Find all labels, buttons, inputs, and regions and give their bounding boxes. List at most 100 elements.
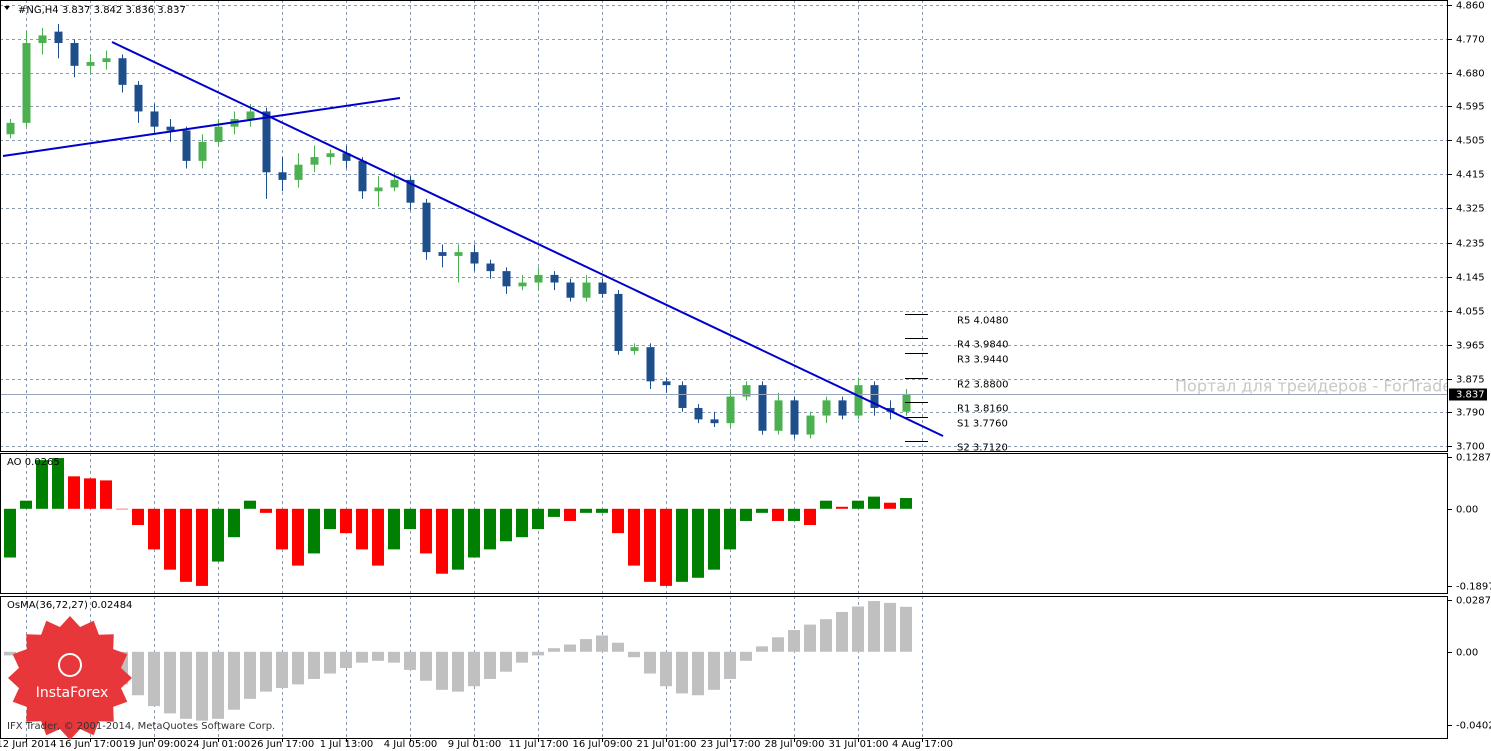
histogram-bar: [20, 500, 32, 509]
histogram-bar: [660, 651, 672, 687]
candle-body: [582, 282, 591, 298]
histogram-bar: [532, 651, 544, 656]
y-tick-label: -0.1897: [1456, 582, 1491, 593]
y-tick-label: 4.770: [1456, 35, 1485, 46]
candle-body: [678, 385, 687, 408]
histogram-bar: [196, 508, 208, 586]
histogram-bar: [644, 508, 656, 582]
histogram-bar: [868, 496, 880, 509]
x-tick-label: 23 Jul 17:00: [701, 739, 761, 750]
histogram-bar: [196, 651, 208, 721]
watermark: Портал для трейдеров - ForTrade.ru: [1175, 377, 1474, 396]
histogram-bar: [628, 508, 640, 566]
candle-body: [646, 347, 655, 382]
y-tick-label: 4.505: [1456, 136, 1485, 147]
histogram-bar: [148, 508, 160, 550]
histogram-bar: [724, 508, 736, 550]
histogram-bar: [884, 502, 896, 509]
histogram-bar: [740, 508, 752, 521]
histogram-bar: [468, 651, 480, 687]
y-tick-label: 4.055: [1456, 307, 1485, 318]
histogram-bar: [340, 651, 352, 669]
candle-body: [774, 400, 783, 431]
candle-body: [854, 385, 863, 416]
candle-body: [70, 43, 79, 66]
candle-body: [486, 263, 495, 272]
candle-body: [246, 111, 255, 120]
histogram-bar: [244, 500, 256, 509]
y-tick-label: -0.04021: [1456, 721, 1491, 732]
histogram-bar: [164, 651, 176, 714]
histogram-bar: [708, 651, 720, 690]
x-tick-label: 21 Jul 01:00: [637, 739, 697, 750]
histogram-bar: [708, 508, 720, 570]
histogram-bar: [308, 508, 320, 554]
x-tick-label: 24 Jun 01:00: [187, 739, 251, 750]
histogram-bar: [820, 619, 832, 652]
logo-text: InstaForex: [36, 685, 109, 701]
candle-body: [454, 252, 463, 256]
histogram-bar: [692, 651, 704, 696]
histogram-bar: [404, 508, 416, 530]
histogram-bar: [628, 651, 640, 658]
candle-body: [150, 111, 159, 127]
candle-body: [406, 179, 415, 203]
x-tick-label: 16 Jun 17:00: [59, 739, 123, 750]
histogram-bar: [868, 601, 880, 652]
pivot-label: S1 3.7760: [957, 419, 1008, 430]
histogram-bar: [692, 508, 704, 578]
histogram-bar: [180, 508, 192, 582]
histogram-bar: [820, 500, 832, 509]
osma-frame: [0, 596, 1448, 739]
candle-body: [470, 252, 479, 264]
pivot-label: R2 3.8800: [957, 380, 1008, 391]
candle-body: [742, 385, 751, 397]
histogram-bar: [836, 611, 848, 652]
histogram-bar: [372, 651, 384, 661]
candle-body: [518, 282, 527, 287]
histogram-bar: [372, 508, 384, 566]
histogram-bar: [180, 651, 192, 719]
candle-body: [22, 43, 31, 123]
histogram-bar: [292, 651, 304, 685]
histogram-bar: [676, 508, 688, 582]
histogram-bar: [772, 508, 784, 521]
candle-body: [694, 407, 703, 420]
histogram-bar: [420, 651, 432, 681]
x-tick-label: 4 Aug 17:00: [892, 739, 953, 750]
logo-icon: [58, 653, 82, 677]
y-tick-label: 4.415: [1456, 170, 1485, 181]
histogram-bar: [308, 651, 320, 679]
pivot-label: R1 3.8160: [957, 404, 1008, 415]
histogram-bar: [228, 651, 240, 710]
candle-body: [390, 179, 399, 188]
candle-body: [438, 252, 447, 256]
histogram-bar: [164, 508, 176, 570]
histogram-bar: [516, 651, 528, 663]
histogram-bar: [484, 508, 496, 550]
histogram-bar: [548, 508, 560, 517]
candle-body: [6, 122, 15, 135]
histogram-bar: [388, 508, 400, 550]
candle-body: [550, 274, 559, 283]
histogram-bar: [500, 651, 512, 672]
histogram-bar: [740, 651, 752, 661]
histogram-bar: [756, 508, 768, 513]
histogram-bar: [356, 651, 368, 663]
histogram-bar: [500, 508, 512, 542]
watermark-group: Портал для трейдеров - ForTrade.ru: [1175, 377, 1474, 396]
histogram-bar: [388, 651, 400, 663]
histogram-bar: [788, 508, 800, 521]
last-price-box: [1449, 388, 1487, 401]
x-tick-label: 9 Jul 01:00: [448, 739, 502, 750]
candle-body: [614, 293, 623, 351]
histogram-bar: [596, 635, 608, 652]
histogram-bar: [36, 460, 48, 509]
histogram-bar: [452, 651, 464, 692]
candle-body: [566, 282, 575, 298]
x-tick-label: 31 Jul 01:00: [829, 739, 889, 750]
candle-body: [630, 347, 639, 351]
histogram-bar: [852, 606, 864, 652]
